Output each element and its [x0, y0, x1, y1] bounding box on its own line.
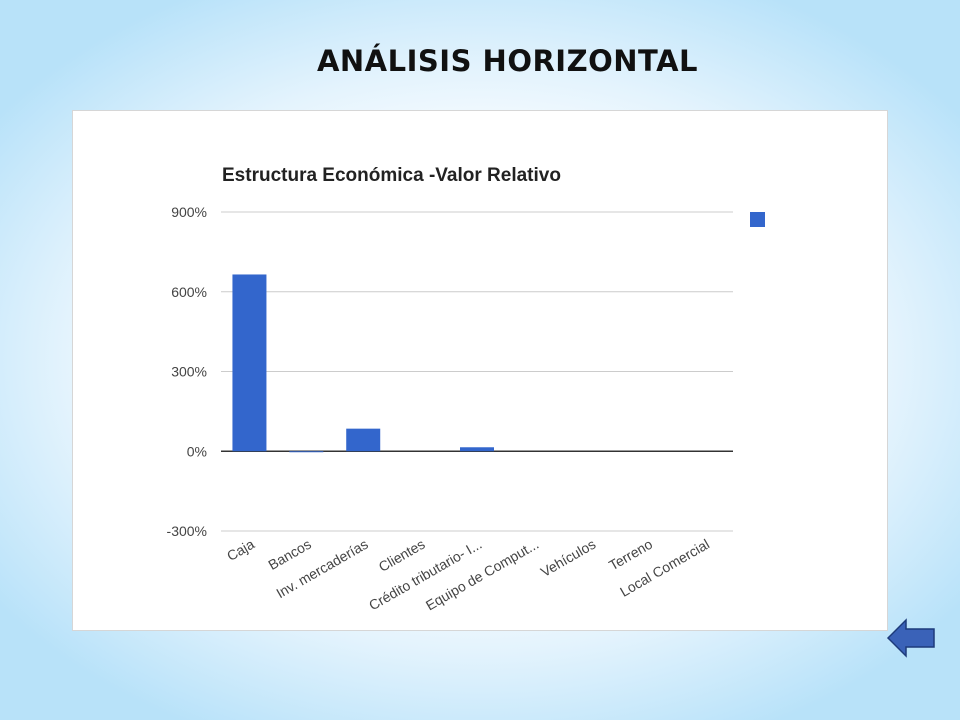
- y-axis-labels: 900% 600% 300% 0% -300%: [167, 204, 207, 539]
- x-category-label: Vehículos: [538, 536, 599, 580]
- y-tick-label: 0%: [187, 443, 207, 459]
- back-button[interactable]: [886, 616, 938, 660]
- bar: [346, 428, 381, 452]
- y-tick-label: -300%: [167, 523, 207, 539]
- y-tick-label: 600%: [171, 284, 207, 300]
- gridlines: [221, 211, 733, 532]
- chart-title: Estructura Económica -Valor Relativo: [222, 165, 561, 186]
- slide-title: ANÁLISIS HORIZONTAL: [316, 44, 699, 78]
- bar-chart: Estructura Económica -Valor Relativo 900…: [167, 165, 765, 614]
- y-tick-label: 900%: [171, 204, 207, 220]
- bar: [232, 274, 267, 452]
- chart-panel: Estructura Económica -Valor Relativo 900…: [72, 110, 888, 631]
- bar-series: [232, 274, 494, 453]
- legend-swatch: [750, 212, 765, 227]
- bar: [289, 451, 324, 453]
- y-tick-label: 300%: [171, 364, 207, 380]
- bar: [460, 447, 494, 452]
- left-arrow-icon: [886, 618, 935, 658]
- x-category-label: Caja: [224, 536, 257, 564]
